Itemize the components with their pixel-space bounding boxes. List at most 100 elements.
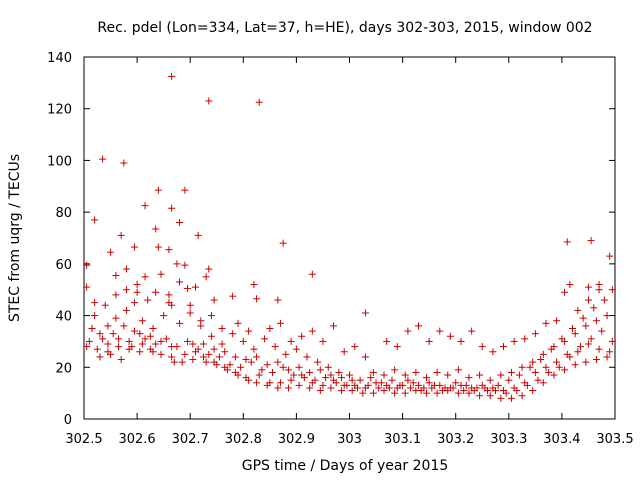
data-point: [529, 387, 537, 395]
data-point: [298, 371, 306, 379]
data-point: [133, 288, 141, 296]
data-point: [497, 394, 505, 402]
data-point: [380, 371, 388, 379]
data-point: [391, 366, 399, 374]
data-point: [168, 343, 176, 351]
data-point: [327, 384, 335, 392]
data-point: [531, 330, 539, 338]
data-point: [181, 186, 189, 194]
data-point: [306, 368, 314, 376]
y-tick-label: 60: [55, 258, 72, 273]
data-point: [276, 379, 284, 387]
data-point: [478, 381, 486, 389]
data-point: [393, 343, 401, 351]
data-point: [425, 337, 433, 345]
data-point: [205, 350, 213, 358]
data-point: [115, 335, 123, 343]
data-point: [141, 335, 149, 343]
x-tick-label: 303.3: [490, 432, 527, 447]
data-point: [85, 337, 93, 345]
data-point: [327, 371, 335, 379]
data-point: [457, 337, 465, 345]
data-point: [494, 381, 502, 389]
data-point: [234, 371, 242, 379]
data-point: [128, 343, 136, 351]
y-tick-label: 40: [55, 310, 72, 325]
y-tick-label: 0: [64, 413, 72, 428]
data-point: [253, 295, 261, 303]
data-point: [592, 317, 600, 325]
data-point: [165, 299, 173, 307]
data-point: [149, 325, 157, 332]
data-point: [112, 314, 120, 322]
data-point: [553, 317, 561, 325]
data-point: [592, 356, 600, 364]
data-point: [569, 325, 577, 332]
data-point: [207, 312, 215, 320]
data-point: [192, 283, 200, 291]
data-point: [369, 368, 377, 376]
x-tick-label: 302.6: [118, 432, 155, 447]
data-point: [369, 389, 377, 397]
x-tick-label: 303.2: [437, 432, 474, 447]
data-point: [348, 387, 356, 395]
data-point: [401, 389, 409, 397]
data-point: [356, 376, 364, 384]
data-point: [274, 358, 282, 366]
data-point: [499, 387, 507, 395]
data-point: [83, 261, 91, 269]
data-point: [433, 389, 441, 397]
data-point: [146, 332, 154, 340]
data-point: [120, 159, 128, 167]
data-point: [555, 363, 563, 371]
data-point: [438, 387, 446, 395]
data-point: [168, 204, 176, 212]
data-point: [314, 358, 322, 366]
data-point: [295, 363, 303, 371]
data-point: [186, 309, 194, 317]
data-point: [290, 371, 298, 379]
data-point: [308, 270, 316, 278]
data-point: [407, 384, 415, 392]
data-point: [489, 384, 497, 392]
data-point: [584, 283, 592, 291]
data-point: [176, 278, 184, 286]
data-point: [287, 376, 295, 384]
x-tick-label: 303.5: [596, 432, 633, 447]
data-point: [600, 296, 608, 304]
data-point: [322, 374, 330, 382]
data-point: [361, 353, 369, 361]
data-point: [515, 371, 523, 379]
data-point: [489, 348, 497, 356]
data-point: [587, 237, 595, 245]
data-point: [308, 327, 316, 335]
data-point: [144, 296, 152, 304]
data-point: [245, 376, 253, 384]
data-point: [553, 358, 561, 366]
data-point: [542, 319, 550, 327]
data-point: [245, 327, 253, 335]
data-point: [239, 337, 247, 345]
data-point: [606, 348, 614, 356]
data-point: [375, 384, 383, 392]
data-point: [168, 72, 176, 80]
data-point: [250, 281, 258, 289]
data-point: [537, 356, 545, 364]
data-point: [595, 286, 603, 294]
data-point: [359, 389, 367, 397]
data-point: [584, 296, 592, 304]
data-point: [608, 337, 616, 345]
data-point: [284, 366, 292, 374]
data-point: [138, 317, 146, 325]
data-point: [298, 332, 306, 340]
data-point: [351, 343, 359, 351]
x-tick-label: 302.9: [278, 432, 315, 447]
data-point: [582, 322, 590, 330]
data-point: [157, 270, 165, 278]
data-point: [215, 353, 223, 361]
data-point: [115, 343, 123, 351]
data-point: [404, 376, 412, 384]
data-point: [199, 340, 207, 348]
data-point: [499, 343, 507, 351]
